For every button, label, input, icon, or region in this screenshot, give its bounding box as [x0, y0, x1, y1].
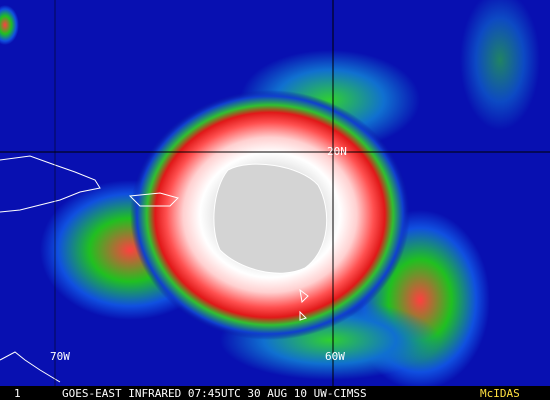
nw-cloud [0, 5, 19, 45]
hispaniola [0, 155, 101, 213]
caption: GOES-EAST INFRARED 07:45UTC 30 AUG 10 UW… [62, 387, 367, 400]
footer-bar [0, 386, 550, 400]
lon-label: 60W [325, 350, 345, 363]
frame-number: 1 [14, 387, 21, 400]
ne-band [460, 0, 540, 130]
puerto-rico [128, 192, 179, 207]
south-coast [0, 351, 61, 383]
graticule [0, 0, 550, 386]
lat-label: 20N [327, 145, 347, 158]
brand: McIDAS [480, 387, 520, 400]
lon-label: 70W [50, 350, 70, 363]
cloud-top [213, 163, 328, 274]
coastlines [0, 155, 309, 383]
islands [299, 288, 309, 321]
